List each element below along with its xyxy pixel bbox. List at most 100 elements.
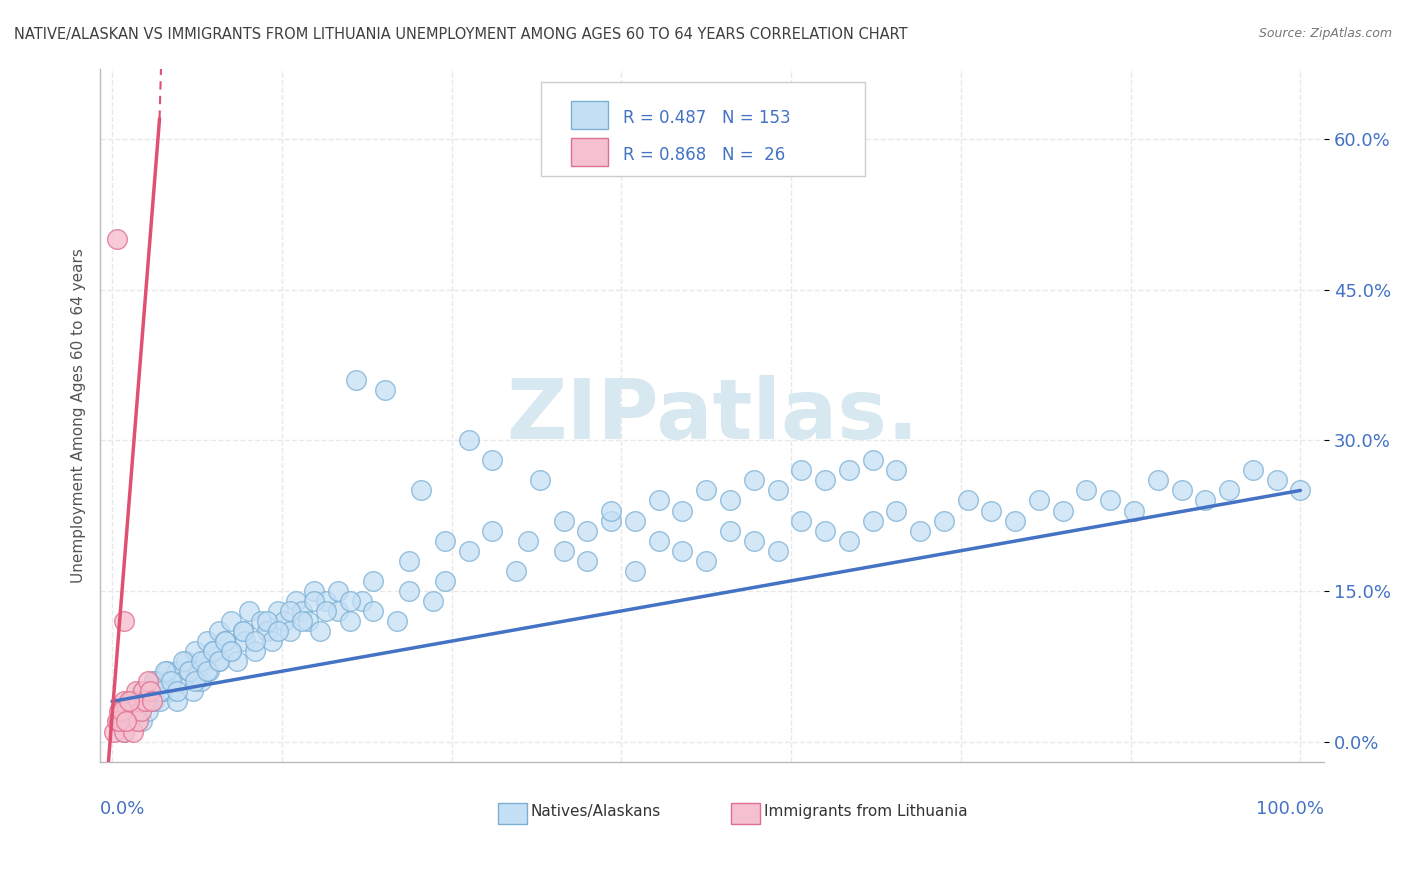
Point	[481, 453, 503, 467]
Point	[339, 614, 361, 628]
Point	[112, 724, 135, 739]
Point	[202, 644, 225, 658]
Text: Natives/Alaskans: Natives/Alaskans	[531, 804, 661, 819]
Point	[422, 594, 444, 608]
Point	[160, 684, 183, 698]
Point	[600, 503, 623, 517]
Point	[1076, 483, 1098, 498]
Point	[339, 594, 361, 608]
Point	[344, 373, 367, 387]
Point	[142, 674, 165, 689]
Point	[131, 684, 153, 698]
Text: Immigrants from Lithuania: Immigrants from Lithuania	[763, 804, 967, 819]
Point	[624, 514, 647, 528]
Point	[1004, 514, 1026, 528]
Point	[202, 644, 225, 658]
Point	[172, 674, 194, 689]
Point	[127, 714, 149, 729]
Point	[141, 694, 163, 708]
Point	[127, 694, 149, 708]
Point	[142, 694, 165, 708]
Point	[166, 665, 188, 679]
Point	[766, 543, 789, 558]
Point	[134, 694, 156, 708]
Point	[326, 583, 349, 598]
Point	[838, 533, 860, 548]
Point	[214, 634, 236, 648]
Point	[363, 604, 385, 618]
Point	[233, 634, 256, 648]
Point	[127, 705, 149, 719]
Point	[120, 694, 142, 708]
Point	[695, 554, 717, 568]
Point	[278, 604, 301, 618]
Point	[433, 533, 456, 548]
Point	[790, 463, 813, 477]
Point	[262, 634, 284, 648]
Point	[174, 654, 197, 668]
Point	[195, 665, 218, 679]
Text: ZIPatlas.: ZIPatlas.	[506, 375, 918, 456]
Point	[198, 665, 221, 679]
Point	[908, 524, 931, 538]
Point	[136, 705, 159, 719]
Point	[256, 614, 278, 628]
Point	[243, 644, 266, 658]
Text: Source: ZipAtlas.com: Source: ZipAtlas.com	[1258, 27, 1392, 40]
Point	[553, 543, 575, 558]
Point	[433, 574, 456, 588]
Point	[315, 604, 337, 618]
FancyBboxPatch shape	[541, 82, 865, 176]
Point	[980, 503, 1002, 517]
Point	[157, 674, 180, 689]
Point	[118, 705, 141, 719]
Point	[103, 724, 125, 739]
Point	[814, 524, 837, 538]
Point	[112, 614, 135, 628]
Point	[291, 614, 314, 628]
Point	[148, 684, 170, 698]
Point	[118, 694, 141, 708]
Point	[481, 524, 503, 538]
Point	[115, 714, 138, 729]
Point	[742, 474, 765, 488]
Point	[838, 463, 860, 477]
Point	[115, 705, 138, 719]
Point	[132, 684, 155, 698]
Point	[156, 665, 179, 679]
Point	[387, 614, 409, 628]
Point	[576, 554, 599, 568]
Point	[398, 583, 420, 598]
Point	[695, 483, 717, 498]
Point	[350, 594, 373, 608]
Point	[232, 624, 254, 638]
Point	[139, 684, 162, 698]
Point	[125, 684, 148, 698]
Point	[232, 624, 254, 638]
Point	[115, 714, 138, 729]
Point	[136, 694, 159, 708]
Point	[195, 634, 218, 648]
Point	[814, 474, 837, 488]
Point	[267, 604, 290, 618]
Point	[297, 614, 319, 628]
Point	[122, 705, 145, 719]
Point	[302, 594, 325, 608]
Point	[309, 624, 332, 638]
Point	[505, 564, 527, 578]
Point	[249, 614, 271, 628]
Point	[267, 624, 290, 638]
Point	[553, 514, 575, 528]
Text: 100.0%: 100.0%	[1256, 800, 1324, 818]
Point	[1099, 493, 1122, 508]
Point	[139, 684, 162, 698]
Point	[125, 705, 148, 719]
Point	[190, 654, 212, 668]
Point	[671, 503, 693, 517]
Point	[160, 674, 183, 689]
Point	[110, 714, 132, 729]
FancyBboxPatch shape	[571, 102, 609, 129]
Point	[184, 674, 207, 689]
Point	[647, 533, 669, 548]
Point	[112, 724, 135, 739]
